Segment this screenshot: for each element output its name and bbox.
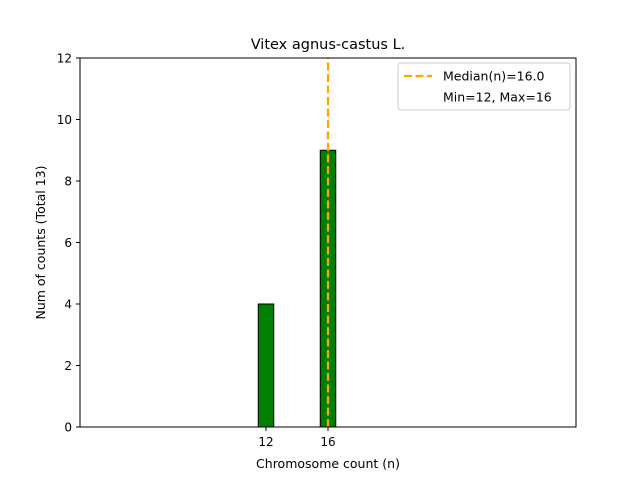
bar [257,303,275,428]
legend-entry-minmax: Min=12, Max=16 [443,90,552,105]
y-axis-label: Num of counts (Total 13) [33,165,48,319]
y-tick-label: 8 [64,174,72,188]
x-tick-label: 12 [258,435,273,449]
y-tick-label: 2 [64,359,72,373]
y-tick-label: 12 [57,51,72,65]
legend: Median(n)=16.0 Min=12, Max=16 [397,62,571,111]
legend-box [397,62,571,111]
chart-title: Vitex agnus-castus L. [251,37,406,53]
y-tick-label: 4 [64,297,72,311]
x-tick-label: 16 [320,435,335,449]
y-tick-label: 6 [64,236,72,250]
plot-area [80,58,383,428]
x-axis-label: Chromosome count (n) [256,456,400,471]
legend-entry-median: Median(n)=16.0 [443,69,544,84]
y-tick-label: 0 [64,420,72,434]
y-tick-label: 10 [57,113,72,127]
